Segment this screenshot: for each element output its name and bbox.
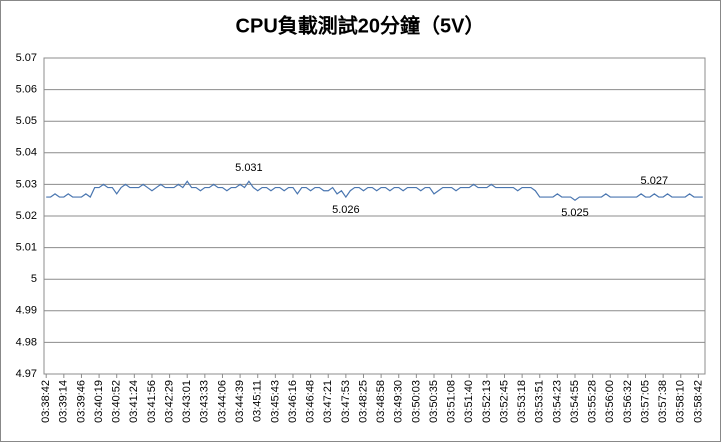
y-tick-label: 5.03 (16, 178, 37, 190)
plot-area (43, 57, 706, 375)
x-tick-label: 03:41:56 (146, 380, 158, 423)
x-tick-label: 03:45:43 (269, 380, 281, 423)
y-tick-label: 5.01 (16, 242, 37, 254)
x-tick-label: 03:58:42 (692, 380, 704, 423)
x-tick-label: 03:43:01 (181, 380, 193, 423)
x-tick-label: 03:44:06 (216, 380, 228, 423)
y-tick-label: 5.06 (16, 84, 37, 96)
x-tick-label: 03:50:35 (428, 380, 440, 423)
x-tick-label: 03:39:14 (58, 380, 70, 423)
y-tick-label: 4.98 (16, 336, 37, 348)
x-tick-label: 03:58:10 (675, 380, 687, 423)
x-tick-label: 03:55:28 (587, 380, 599, 423)
x-tick-label: 03:53:18 (516, 380, 528, 423)
x-tick-label: 03:57:38 (657, 380, 669, 423)
x-tick-label: 03:57:05 (639, 380, 651, 423)
data-label: 5.031 (235, 162, 263, 174)
x-tick-label: 03:40:52 (111, 380, 123, 423)
x-tick-label: 03:41:24 (128, 380, 140, 423)
y-tick-label: 5.04 (16, 147, 37, 159)
x-tick-label: 03:51:40 (463, 380, 475, 423)
x-tick-label: 03:48:58 (375, 380, 387, 423)
x-tick-label: 03:46:48 (305, 380, 317, 423)
x-tick-label: 03:40:19 (93, 380, 105, 423)
x-tick-label: 03:52:13 (481, 380, 493, 423)
x-tick-label: 03:38:42 (40, 380, 52, 423)
x-tick-label: 03:50:03 (410, 380, 422, 423)
y-tick-label: 5.07 (16, 52, 37, 64)
y-tick-label: 4.97 (16, 368, 37, 380)
x-tick-label: 03:47:53 (340, 380, 352, 423)
y-tick-label: 5.05 (16, 115, 37, 127)
x-tick-label: 03:48:25 (357, 380, 369, 423)
x-tick-label: 03:44:39 (234, 380, 246, 423)
x-tick-label: 03:53:51 (534, 380, 546, 423)
chart-title: CPU負載測試20分鐘（5V） (236, 13, 485, 37)
x-tick-label: 03:43:33 (199, 380, 211, 423)
x-tick-label: 03:46:16 (287, 380, 299, 423)
y-tick-label: 5.02 (16, 210, 37, 222)
x-tick-label: 03:52:45 (498, 380, 510, 423)
x-tick-label: 03:49:30 (393, 380, 405, 423)
x-tick-label: 03:54:55 (569, 380, 581, 423)
data-label: 5.027 (641, 175, 669, 187)
x-tick-label: 03:56:00 (604, 380, 616, 423)
y-tick-label: 5 (31, 273, 37, 285)
data-label: 5.025 (561, 207, 589, 219)
x-tick-label: 03:45:11 (252, 380, 264, 422)
x-tick-label: 03:54:23 (551, 380, 563, 423)
data-label: 5.026 (332, 204, 360, 216)
x-tick-label: 03:56:32 (622, 380, 634, 423)
x-tick-label: 03:47:21 (322, 380, 334, 423)
y-tick-label: 4.99 (16, 305, 37, 317)
x-tick-label: 03:51:08 (446, 380, 458, 423)
data-line (46, 180, 703, 201)
x-tick-label: 03:42:29 (163, 380, 175, 423)
x-tick-label: 03:39:46 (75, 380, 87, 423)
